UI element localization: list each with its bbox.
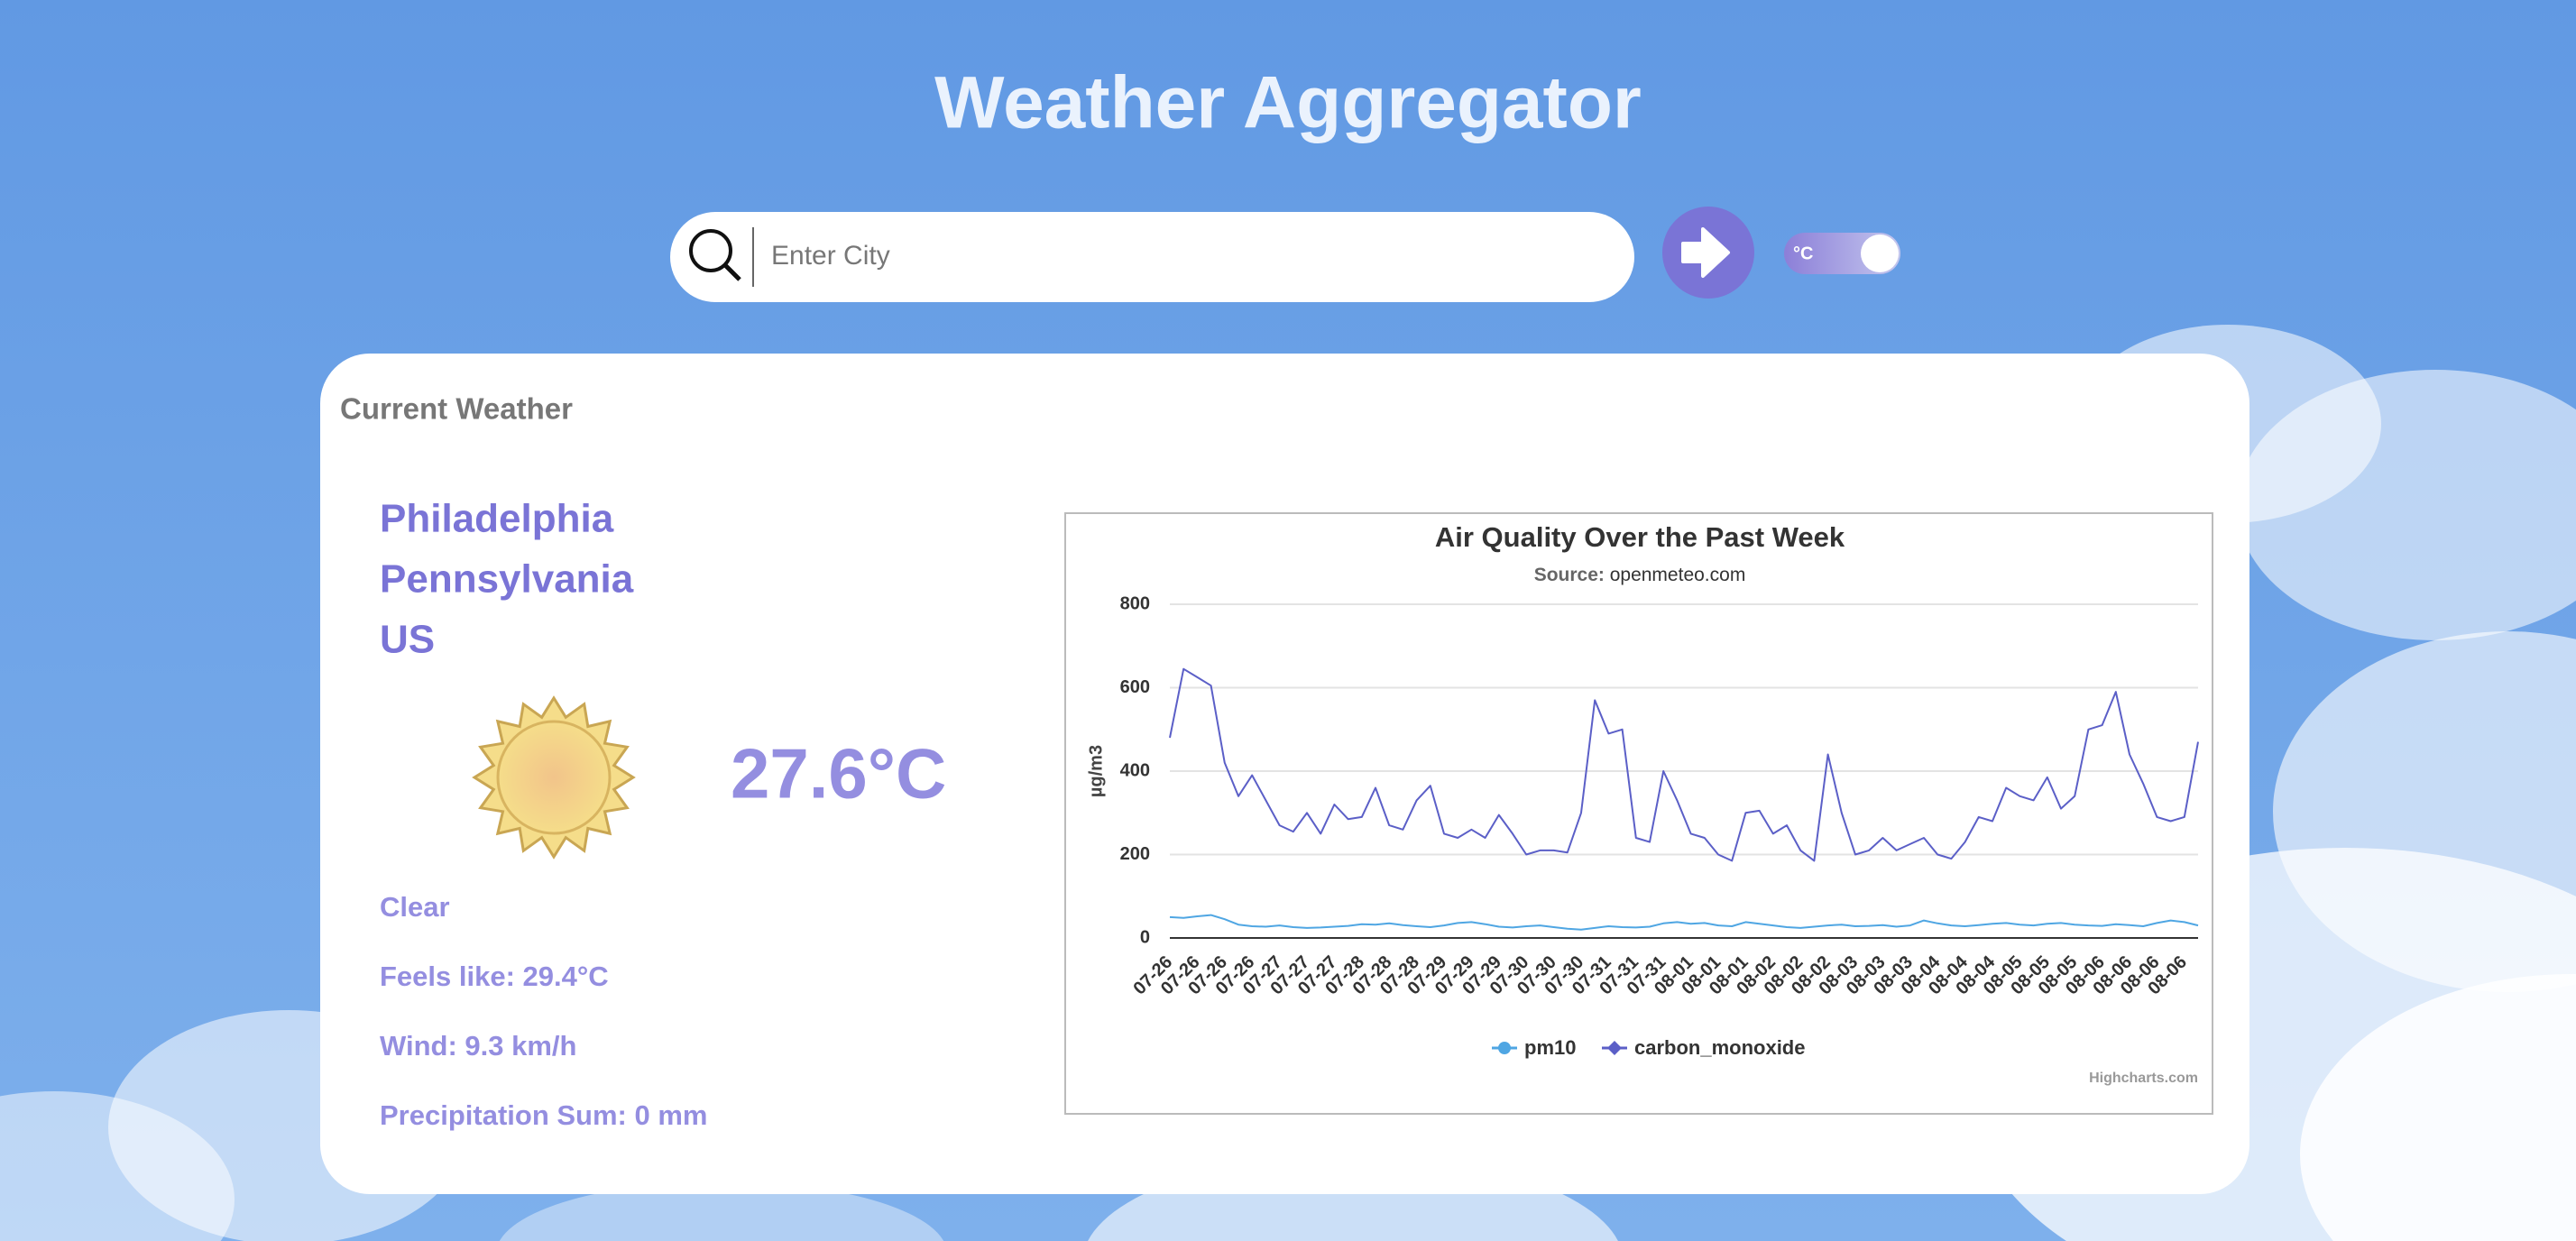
toggle-knob: [1861, 234, 1899, 272]
subtitle-label: Source:: [1534, 565, 1605, 585]
chart-frame: [1064, 512, 2213, 1115]
precipitation: Precipitation Sum: 0 mm: [380, 1099, 707, 1131]
credits: Highcharts.com: [2089, 1071, 2198, 1086]
country: US: [380, 618, 435, 662]
unit-toggle[interactable]: °C: [1784, 233, 1900, 274]
y-axis-title: µg/m3: [1086, 745, 1106, 797]
toggle-label: °C: [1793, 244, 1813, 263]
card-heading: Current Weather: [340, 392, 573, 426]
search-icon: [689, 229, 732, 272]
sun-icon: [472, 695, 636, 860]
legend-marker: [1498, 1042, 1511, 1054]
legend-label: pm10: [1524, 1036, 1576, 1059]
search-icon-handle: [723, 263, 741, 281]
y-tick-label: 400: [1120, 760, 1150, 780]
arrow-icon: [1681, 227, 1730, 278]
series-line: [1169, 667, 2199, 862]
feels-like: Feels like: 29.4°C: [380, 961, 609, 992]
wind: Wind: 9.3 km/h: [380, 1030, 576, 1062]
subtitle-source: openmeteo.com: [1610, 565, 1746, 585]
temperature: 27.6°C: [731, 734, 946, 814]
search-field[interactable]: [670, 212, 1634, 302]
legend-label: carbon_monoxide: [1634, 1036, 1805, 1059]
legend-item: pm10: [1492, 1036, 1576, 1059]
series-line: [1169, 914, 2199, 931]
search-placeholder[interactable]: Enter City: [771, 241, 890, 271]
condition: Clear: [380, 891, 450, 923]
y-tick-label: 800: [1120, 593, 1150, 613]
legend-marker: [1607, 1041, 1622, 1055]
y-tick-label: 200: [1120, 844, 1150, 864]
search-box[interactable]: Enter City: [670, 212, 1634, 302]
chart-subtitle: Source: openmeteo.com: [1534, 565, 1746, 585]
city: Philadelphia: [380, 497, 614, 541]
region: Pennsylvania: [380, 557, 634, 602]
submit-button[interactable]: [1662, 207, 1754, 299]
legend-item: carbon_monoxide: [1602, 1036, 1805, 1059]
y-tick-label: 0: [1140, 927, 1150, 947]
y-tick-label: 600: [1120, 677, 1150, 697]
app-title: Weather Aggregator: [934, 62, 1642, 144]
chart-title: Air Quality Over the Past Week: [1435, 521, 1845, 553]
